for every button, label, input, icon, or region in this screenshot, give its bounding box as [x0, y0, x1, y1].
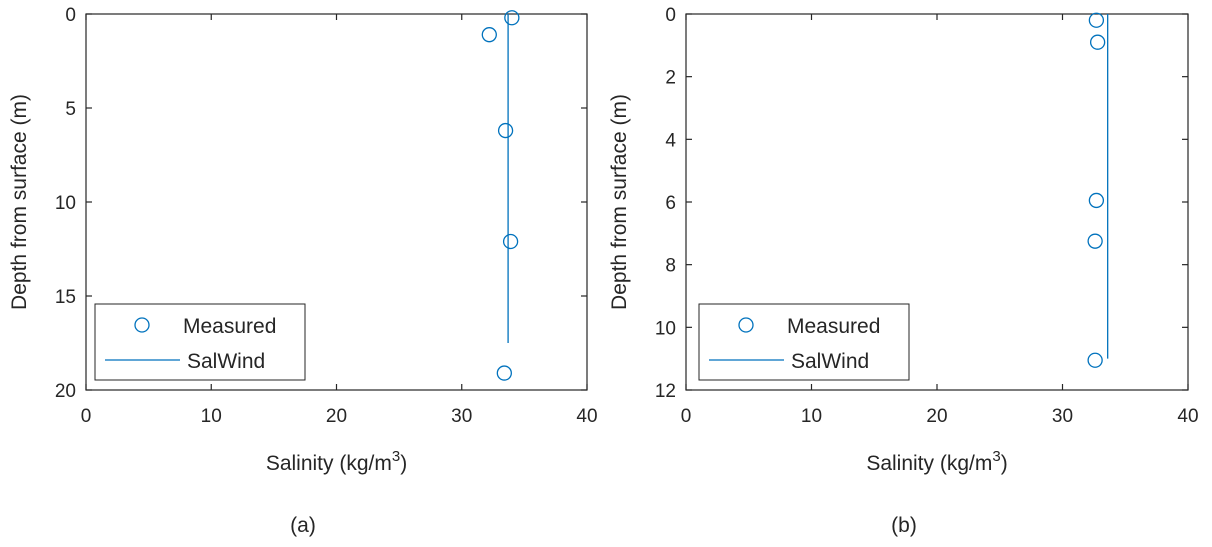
x-axis-title-end: ) — [1001, 452, 1008, 475]
y-tick-label: 15 — [55, 287, 76, 308]
y-axis-title: Depth from surface (m) — [608, 94, 631, 310]
y-tick-label: 5 — [65, 99, 76, 120]
y-tick-label: 10 — [55, 193, 76, 214]
x-axis-title-superscript: 3 — [992, 448, 1000, 465]
y-tick-label: 6 — [665, 193, 676, 214]
measured-point — [496, 365, 512, 381]
measured-point — [1087, 233, 1103, 249]
measured-point — [481, 27, 497, 43]
x-tick-label: 10 — [201, 406, 222, 427]
y-tick-label: 10 — [655, 318, 676, 339]
y-tick-label: 12 — [655, 381, 676, 402]
x-tick-label: 20 — [326, 406, 347, 427]
x-axis-title-main: Salinity (kg/m — [266, 452, 392, 475]
panel-caption: (b) — [891, 514, 917, 537]
x-axis-title-superscript: 3 — [392, 448, 400, 465]
y-axis-title: Depth from surface (m) — [8, 94, 31, 310]
y-tick-label: 0 — [665, 5, 676, 26]
legend-box — [94, 303, 306, 381]
chart-panel-a: 0 10 20 30 40 0 5 10 15 20 Salinity (kg/m3) Depth f… — [8, 5, 598, 537]
legend-label: SalWind — [791, 350, 869, 373]
legend: Measured SalWind — [94, 303, 306, 381]
measured-point — [1089, 34, 1106, 50]
x-tick-label: 0 — [681, 406, 692, 427]
x-tick-label: 10 — [801, 406, 822, 427]
y-tick-label: 4 — [665, 130, 676, 151]
panel-caption: (a) — [290, 514, 316, 537]
y-tick-label: 20 — [55, 381, 76, 402]
x-tick-label: 40 — [1177, 406, 1198, 427]
x-axis-title-main: Salinity (kg/m — [866, 452, 992, 475]
x-axis-title: Salinity (kg/m3) — [266, 448, 407, 475]
measured-point — [1088, 192, 1105, 209]
legend-circle-swatch — [134, 317, 150, 333]
measured-point — [504, 10, 520, 26]
legend: Measured SalWind — [698, 303, 910, 381]
x-tick-label: 30 — [1052, 406, 1073, 427]
measured-point — [502, 233, 519, 250]
chart-panel-b: 0 10 20 30 40 0 2 4 6 8 10 12 Salinity (kg/m3) Depth … — [608, 5, 1199, 537]
y-tick-label: 0 — [65, 5, 76, 26]
legend-label: Measured — [183, 315, 276, 338]
x-tick-label: 40 — [576, 406, 597, 427]
y-tick-label: 8 — [665, 256, 676, 277]
legend-label: SalWind — [187, 350, 265, 373]
x-axis-title-end: ) — [400, 452, 407, 475]
measured-point — [1087, 352, 1103, 368]
measured-point — [497, 122, 514, 139]
x-tick-label: 0 — [81, 406, 92, 427]
legend-circle-swatch — [738, 317, 754, 333]
x-tick-label: 20 — [926, 406, 947, 427]
legend-box — [698, 303, 910, 381]
x-tick-label: 30 — [451, 406, 472, 427]
measured-point — [1088, 12, 1105, 28]
x-axis-title: Salinity (kg/m3) — [866, 448, 1007, 475]
y-tick-label: 2 — [665, 68, 676, 89]
legend-label: Measured — [787, 315, 880, 338]
